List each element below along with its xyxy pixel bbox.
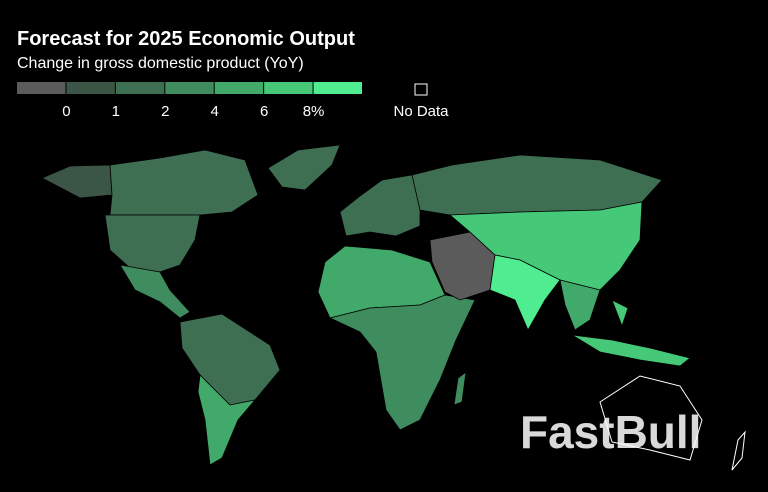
sub-saharan-africa [328,294,476,431]
watermark: FastBull [520,406,701,458]
legend-swatch [214,82,264,94]
legend-swatch [17,82,66,94]
usa [104,214,201,273]
world-map [41,144,746,471]
legend-swatch [313,82,362,94]
indonesia-philippines [571,299,691,367]
canada [109,149,259,216]
legend-tick-label: 6 [260,103,268,120]
mexico-central-america [119,264,191,319]
no-data-swatch [414,83,428,96]
new-zealand [731,430,746,471]
india [489,254,561,331]
madagascar [453,371,467,406]
legend-tick-label: 4 [211,103,219,120]
south-america-south [197,374,257,466]
greenland [267,144,341,191]
legend-swatch [66,82,115,94]
europe [339,174,421,237]
legend-tick-label: 1 [112,103,120,120]
subtitle: Change in gross domestic product (YoY) [17,55,304,72]
legend: 0 1 2 4 6 8% [17,82,362,120]
title: Forecast for 2025 Economic Output [17,28,355,50]
legend-swatch [264,82,313,94]
legend-swatch [115,82,165,94]
legend-tick-label: 8% [303,103,325,120]
southeast-asia [559,279,601,331]
legend-tick-label: 2 [161,103,169,120]
central-asia-china [448,201,643,291]
no-data-label: No Data [393,103,449,120]
legend-tick-label: 0 [62,103,70,120]
legend-swatch [165,82,214,94]
australia [599,375,703,461]
